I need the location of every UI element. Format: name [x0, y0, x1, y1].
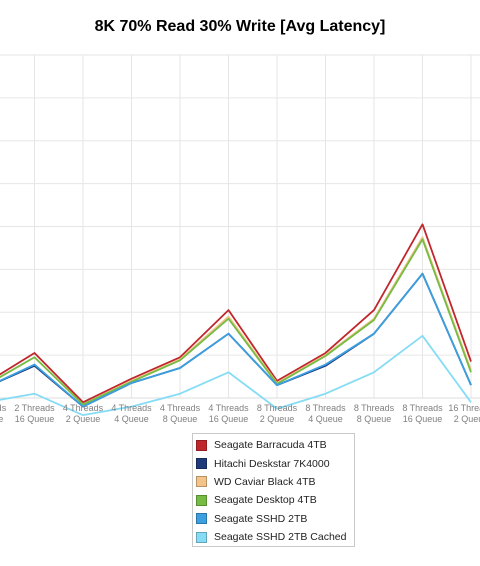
series-line-1 [0, 223, 472, 404]
chart-title: 8K 70% Read 30% Write [Avg Latency] [94, 18, 386, 35]
x-tick-label: 8 Queue [357, 414, 392, 424]
x-tick-label: 2 Queue [0, 414, 3, 424]
x-tick-label: 8 Queue [163, 414, 198, 424]
x-tick-label: 2 Queue [66, 414, 101, 424]
x-tick-label: 4 Threads [160, 403, 201, 413]
x-tick-label: 4 Queue [114, 414, 149, 424]
legend-item: Seagate SSHD 2TB [196, 510, 354, 528]
legend-swatch [196, 476, 207, 488]
legend-label: Seagate SSHD 2TB Cached [214, 531, 347, 544]
legend-swatch [196, 494, 207, 506]
x-tick-label: 4 Queue [308, 414, 343, 424]
x-tick-label: 2 Queue [260, 414, 295, 424]
legend-item: WD Caviar Black 4TB [196, 473, 354, 491]
x-tick-label: 16 Threads [448, 403, 480, 413]
x-tick-label: 8 Threads [354, 403, 395, 413]
x-tick-label: 2 Threads [0, 403, 7, 413]
x-tick-label: 8 Threads [257, 403, 298, 413]
legend-swatch [196, 513, 207, 525]
x-tick-label: 2 Threads [14, 403, 55, 413]
legend-label: Hitachi Deskstar 7K4000 [214, 457, 330, 470]
x-tick-label: 2 Queue [454, 414, 480, 424]
x-tick-label: 8 Threads [305, 403, 346, 413]
legend-label: Seagate SSHD 2TB [214, 512, 308, 525]
legend-label: Seagate Desktop 4TB [214, 494, 317, 507]
legend-item: Seagate SSHD 2TB Cached [196, 528, 354, 546]
series-lines [0, 223, 472, 417]
series-line-6 [0, 334, 472, 417]
x-tick-label: 4 Threads [111, 403, 152, 413]
legend-item: Seagate Desktop 4TB [196, 491, 354, 509]
x-tick-label: 4 Threads [208, 403, 249, 413]
x-tick-label: 16 Queue [15, 414, 55, 424]
legend-item: Seagate Barracuda 4TB [196, 436, 354, 454]
x-tick-label: 8 Threads [402, 403, 443, 413]
x-tick-label: 16 Queue [209, 414, 249, 424]
series-line-4 [0, 238, 472, 406]
grid [0, 54, 480, 399]
series-line-5 [0, 272, 472, 408]
legend-swatch [196, 458, 207, 470]
legend-label: WD Caviar Black 4TB [214, 475, 316, 488]
legend: Seagate Barracuda 4TB Hitachi Deskstar 7K… [192, 433, 355, 547]
legend-swatch [196, 439, 207, 451]
legend-item: Hitachi Deskstar 7K4000 [196, 454, 354, 472]
x-tick-label: 16 Queue [403, 414, 443, 424]
x-tick-label: 4 Threads [63, 403, 104, 413]
legend-label: Seagate Barracuda 4TB [214, 439, 327, 452]
legend-swatch [196, 531, 207, 543]
